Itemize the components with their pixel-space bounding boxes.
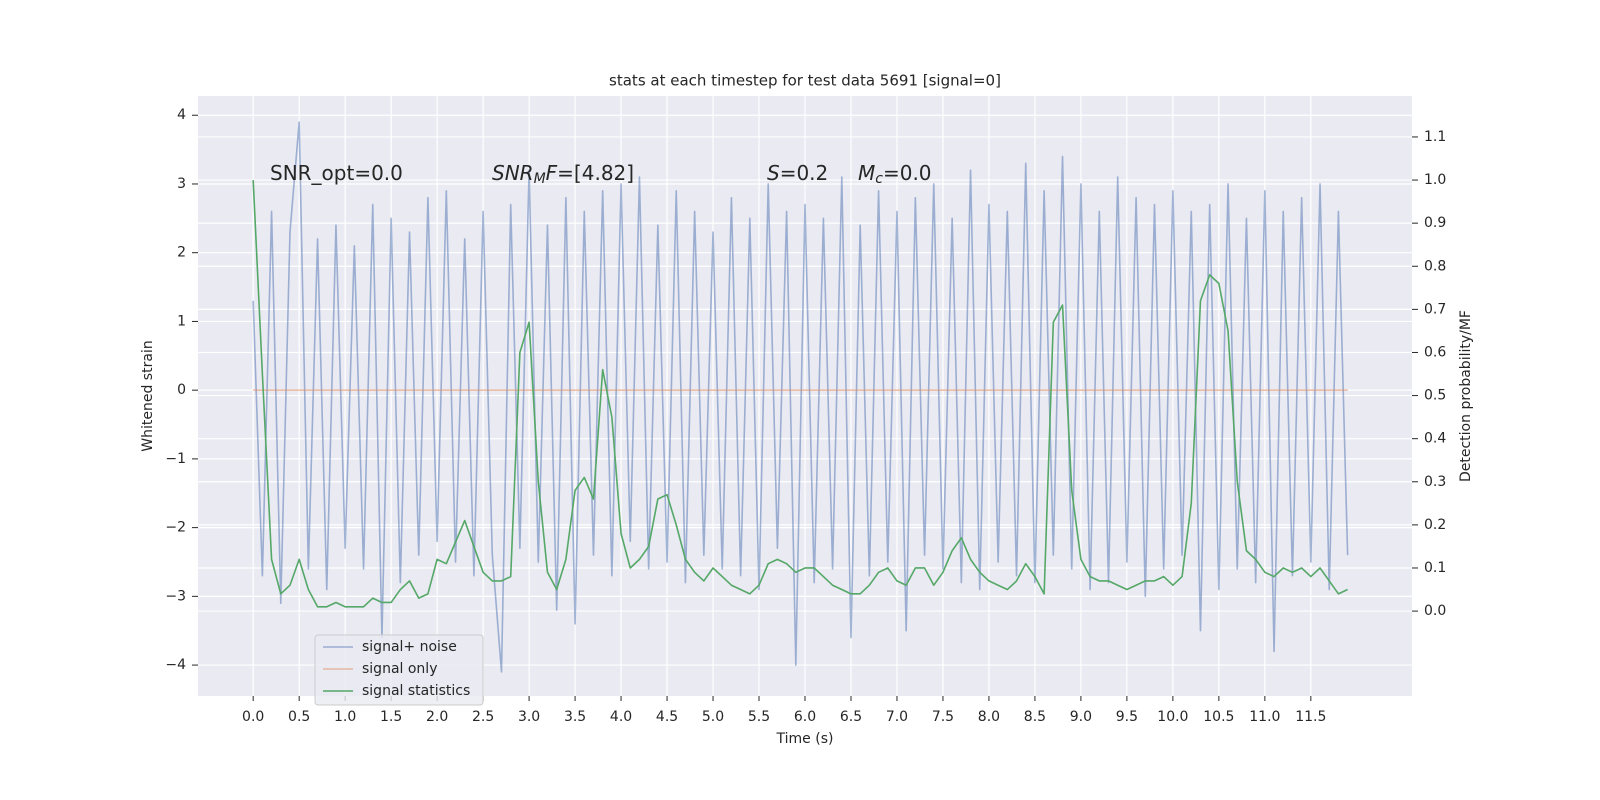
x-tick-label: 4.0 (610, 709, 632, 725)
series-line (252, 180, 1348, 608)
y-tick-label: 4 (177, 107, 186, 123)
annotation-part: SNR (492, 161, 534, 185)
y-tick-label: −3 (165, 588, 186, 604)
legend-label: signal statistics (362, 683, 470, 699)
y-tick-label: 1 (177, 313, 186, 329)
y2-tick-label: 0.3 (1424, 474, 1446, 490)
legend-label: signal+ noise (362, 639, 457, 655)
y-tick-label: −2 (165, 520, 186, 536)
annotation-part: c (875, 171, 883, 187)
y2-tick-label: 0.6 (1424, 344, 1446, 360)
x-tick-label: 7.0 (886, 709, 908, 725)
x-axis-label: Time (s) (776, 731, 834, 747)
y-tick-label: 3 (177, 176, 186, 192)
marks (252, 121, 1349, 673)
annotation: S=0.2 (767, 161, 828, 185)
x-tick-label: 6.0 (794, 709, 816, 725)
annotation: Mc=0.0 (858, 161, 932, 188)
x-tick-label: 6.5 (840, 709, 862, 725)
x-tick-label: 2.5 (472, 709, 494, 725)
x-tick-label: 9.0 (1070, 709, 1092, 725)
annotation-part: =[4.82] (557, 161, 634, 185)
y2-tick-label: 0.2 (1424, 517, 1446, 533)
x-tick-label: 2.0 (426, 709, 448, 725)
y-axis-label: Whitened strain (140, 340, 156, 451)
y2-tick-label: 1.1 (1424, 129, 1446, 145)
annotation: SNRMF=[4.82] (492, 161, 634, 188)
x-tick-label: 10.5 (1203, 709, 1234, 725)
x-tick-label: 8.0 (978, 709, 1000, 725)
x-tick-label: 11.5 (1295, 709, 1326, 725)
annotation: SNR_opt=0.0 (270, 161, 403, 185)
y-tick-label: 0 (177, 382, 186, 398)
x-tick-label: 3.0 (518, 709, 540, 725)
x-tick-label: 11.0 (1249, 709, 1280, 725)
x-tick-label: 9.5 (1116, 709, 1138, 725)
x-tick-label: 8.5 (1024, 709, 1046, 725)
y2-tick-label: 0.0 (1424, 603, 1446, 619)
x-tick-label: 1.0 (334, 709, 356, 725)
series-line (252, 121, 1349, 673)
y-tick-label: −4 (165, 657, 186, 673)
x-tick-label: 1.5 (380, 709, 402, 725)
x-tick-label: 3.5 (564, 709, 586, 725)
y2-tick-label: 0.5 (1424, 388, 1446, 404)
x-tick-label: 0.5 (288, 709, 310, 725)
x-tick-label: 0.0 (242, 709, 264, 725)
y2-tick-label: 0.1 (1424, 560, 1446, 576)
x-tick-label: 5.5 (748, 709, 770, 725)
annotation-part: SNR_opt=0.0 (270, 161, 403, 185)
legend: signal+ noise signal only signal statistic… (314, 634, 484, 706)
y2-tick-label: 0.7 (1424, 301, 1446, 317)
legend-label: signal only (362, 661, 437, 677)
y-tick-label: 2 (177, 245, 186, 261)
y2-axis-label: Detection probability/MF (1458, 310, 1474, 482)
x-tick-label: 5.0 (702, 709, 724, 725)
annotation-part: =0.2 (780, 161, 829, 185)
annotation-part: M (534, 171, 546, 187)
annotation-part: =0.0 (883, 161, 932, 185)
annotation-part: S (767, 161, 780, 185)
y2-tick-label: 0.9 (1424, 215, 1446, 231)
y2-tick-label: 1.0 (1424, 172, 1446, 188)
x-tick-label: 4.5 (656, 709, 678, 725)
legend-box (314, 634, 484, 706)
x-tick-label: 10.0 (1157, 709, 1188, 725)
y2-tick-label: 0.8 (1424, 258, 1446, 274)
annotation-part: F (546, 161, 558, 185)
x-tick-label: 7.5 (932, 709, 954, 725)
y2-tick-label: 0.4 (1424, 431, 1446, 447)
annotation-part: M (858, 161, 875, 185)
y-tick-label: −1 (165, 451, 186, 467)
chart-title: stats at each timestep for test data 569… (609, 72, 1001, 90)
